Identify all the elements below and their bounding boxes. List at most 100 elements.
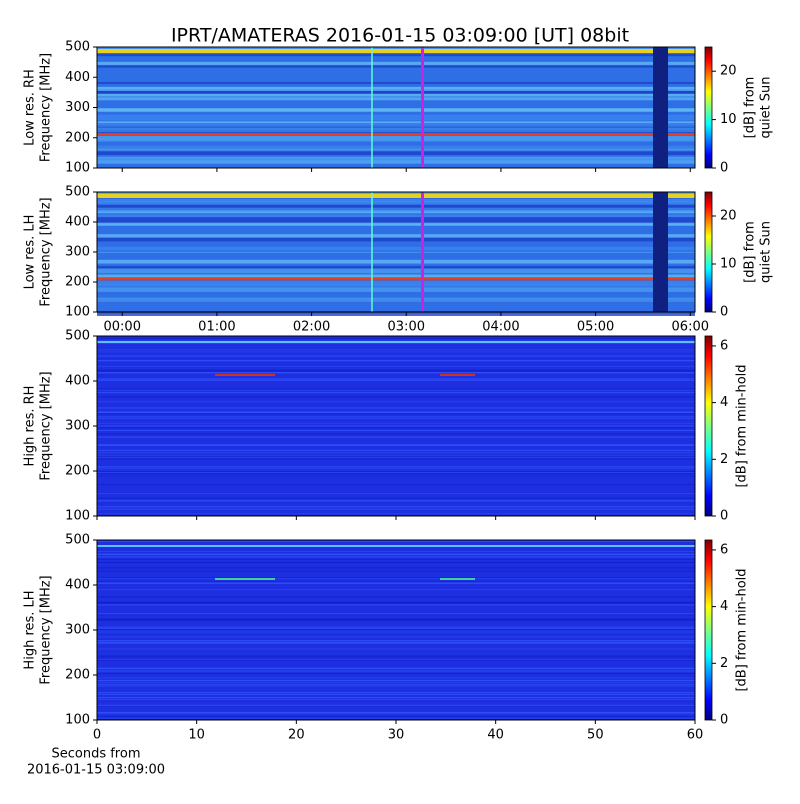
spectrum-texture — [97, 351, 695, 353]
colorbar-tick-label: 10 — [720, 257, 737, 272]
spectrum-texture — [97, 123, 695, 127]
x-tick-label: 00:00 — [104, 320, 141, 335]
spectrum-texture — [97, 433, 695, 435]
y-axis-label: High res. RH — [23, 386, 38, 467]
x-tick-label: 40 — [487, 728, 504, 743]
x-axis-label: 2016-01-15 03:09:00 — [27, 763, 165, 778]
spectrum-texture — [97, 360, 695, 362]
y-tick-label: 200 — [65, 464, 90, 479]
spectrum-texture — [97, 407, 695, 409]
spectrum-texture — [97, 455, 695, 457]
spectrum-texture — [97, 567, 695, 569]
spectrum-texture — [97, 497, 695, 499]
spectrum-texture — [97, 614, 695, 616]
colorbar-tick-label: 0 — [720, 713, 728, 728]
y-axis-label: Low res. RH — [23, 69, 38, 146]
spectrum-texture — [97, 236, 695, 242]
colorbar-label: [dB] from min-hold — [735, 364, 750, 487]
spectrum-texture — [97, 135, 695, 140]
spectrum-texture — [97, 96, 695, 99]
spectrum-texture — [97, 693, 695, 695]
spectrum-texture — [97, 91, 695, 94]
spectrum-texture — [97, 641, 695, 643]
spectrum-texture — [97, 401, 695, 403]
spectrum-texture — [215, 578, 275, 580]
spectrum-texture — [97, 717, 695, 719]
spectrum-texture — [97, 396, 695, 398]
spectrum-texture — [97, 425, 695, 427]
spectrum-texture — [97, 626, 695, 628]
spectrum-texture — [97, 436, 695, 438]
spectrum-texture — [97, 349, 695, 351]
spectrum-texture — [97, 379, 695, 381]
colorbar-label: [dB] from min-hold — [735, 568, 750, 691]
spectrum-texture — [97, 642, 695, 644]
spectrum-texture — [97, 97, 695, 100]
spectrum-texture — [97, 418, 695, 420]
spectrum-texture — [97, 370, 695, 372]
spectrum-texture — [97, 468, 695, 470]
spectrum-texture — [97, 389, 695, 391]
spectrum-texture — [97, 671, 695, 673]
time-cursor — [421, 47, 424, 168]
spectrum-texture — [97, 684, 695, 686]
spectrum-texture — [97, 681, 695, 683]
spectrum-texture — [97, 711, 695, 713]
spectrum-texture — [97, 613, 695, 615]
spectrum-texture — [97, 704, 695, 706]
spectrum-texture — [97, 499, 695, 501]
spectrum-texture — [97, 114, 695, 118]
colorbar-tick-label: 0 — [720, 509, 728, 524]
time-cursor — [421, 192, 424, 312]
spectrum-texture — [97, 718, 695, 720]
colorbar-label: [dB] from — [743, 221, 758, 283]
colorbar-tick-label: 20 — [720, 64, 737, 79]
spectrum-texture — [97, 457, 695, 459]
spectrum-texture — [653, 192, 668, 312]
spectrum-texture — [97, 541, 695, 543]
spectrum-texture — [97, 342, 695, 344]
spectrum-texture — [97, 65, 695, 68]
spectrum-texture — [97, 471, 695, 473]
spectrum-texture — [97, 449, 695, 451]
spectrum-texture — [97, 205, 695, 210]
spectrum-texture — [97, 706, 695, 708]
spectrum-texture — [97, 672, 695, 674]
spectrum-texture — [97, 133, 695, 136]
y-tick-label: 400 — [65, 70, 90, 85]
spectrum-texture — [97, 444, 695, 446]
spectrum-texture — [97, 138, 695, 142]
y-tick-label: 300 — [65, 245, 90, 260]
y-tick-label: 200 — [65, 275, 90, 290]
spectrum-texture — [97, 553, 695, 555]
colorbar-label: [dB] from — [743, 77, 758, 139]
colorbar-tick-label: 2 — [720, 656, 728, 671]
x-tick-label: 03:00 — [388, 320, 425, 335]
spectrum-texture — [653, 47, 668, 168]
x-tick-label: 05:00 — [577, 320, 614, 335]
spectrum-texture — [97, 545, 695, 547]
spectrum-texture — [97, 311, 695, 316]
spectrum-texture — [97, 492, 695, 494]
spectrum-texture — [97, 577, 695, 579]
y-tick-label: 300 — [65, 100, 90, 115]
spectrum-texture — [97, 679, 695, 681]
spectrum-texture — [97, 604, 695, 606]
spectrum-texture — [440, 374, 475, 376]
spectrum-texture — [97, 214, 695, 220]
y-tick-label: 100 — [65, 713, 90, 728]
y-axis-label: Frequency [MHz] — [39, 575, 54, 684]
spectrum-texture — [97, 413, 695, 415]
spectrum-texture — [97, 355, 695, 357]
spectrum-texture — [97, 298, 695, 302]
spectrum-texture — [97, 472, 695, 474]
spectrum-texture — [97, 577, 695, 579]
spectrum-texture — [97, 422, 695, 424]
y-tick-label: 500 — [65, 533, 90, 548]
y-tick-label: 100 — [65, 305, 90, 320]
colorbar-label: quiet Sun — [759, 76, 774, 138]
spectrum-texture — [97, 427, 695, 429]
colorbar — [704, 46, 713, 169]
spectrum-texture — [97, 280, 695, 284]
